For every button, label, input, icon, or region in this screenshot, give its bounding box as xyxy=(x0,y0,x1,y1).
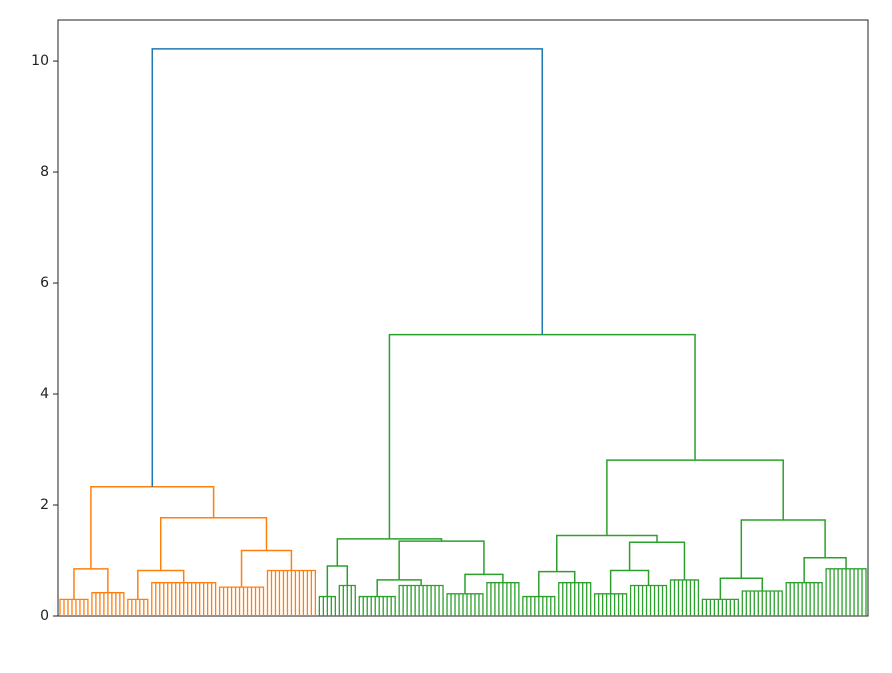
leaf-cluster xyxy=(127,598,149,616)
leaf-cluster xyxy=(338,584,356,616)
leaf-cluster xyxy=(446,593,484,616)
link xyxy=(388,333,696,539)
link xyxy=(719,577,764,600)
link xyxy=(398,540,485,580)
link xyxy=(159,517,268,571)
link xyxy=(538,570,576,597)
leaf-cluster xyxy=(486,582,520,616)
leaf-cluster xyxy=(522,595,556,616)
y-tick-label: 0 xyxy=(40,608,49,624)
link xyxy=(606,459,784,536)
leaf-cluster xyxy=(629,584,668,616)
link xyxy=(137,569,185,600)
y-tick-label: 2 xyxy=(40,497,49,513)
link xyxy=(336,538,443,567)
link xyxy=(556,534,658,572)
link xyxy=(740,519,826,579)
leaf-cluster xyxy=(59,598,89,616)
leaf-cluster xyxy=(318,595,336,616)
leaf-cluster xyxy=(358,595,396,616)
y-tick-label: 6 xyxy=(40,275,49,291)
link xyxy=(464,573,504,594)
y-tick-label: 10 xyxy=(31,53,49,69)
leaf-cluster xyxy=(266,569,317,616)
link xyxy=(803,556,847,583)
link xyxy=(628,541,686,580)
link xyxy=(151,48,543,487)
link xyxy=(326,565,349,597)
leaf-cluster xyxy=(398,584,444,616)
leaf-cluster xyxy=(701,598,739,616)
plot-frame xyxy=(57,19,869,617)
link xyxy=(73,568,109,600)
y-tick-label: 8 xyxy=(40,164,49,180)
leaf-cluster xyxy=(669,579,700,616)
y-tick-label: 4 xyxy=(40,386,49,402)
link xyxy=(90,485,215,569)
link xyxy=(240,549,293,588)
leaf-cluster xyxy=(785,582,823,616)
leaf-cluster xyxy=(594,593,628,616)
leaf-cluster xyxy=(151,582,217,616)
leaf-cluster xyxy=(218,586,265,616)
leaf-cluster xyxy=(558,582,592,616)
leaf-cluster xyxy=(91,592,125,616)
leaf-cluster xyxy=(741,590,783,616)
leaf-cluster xyxy=(825,568,867,616)
